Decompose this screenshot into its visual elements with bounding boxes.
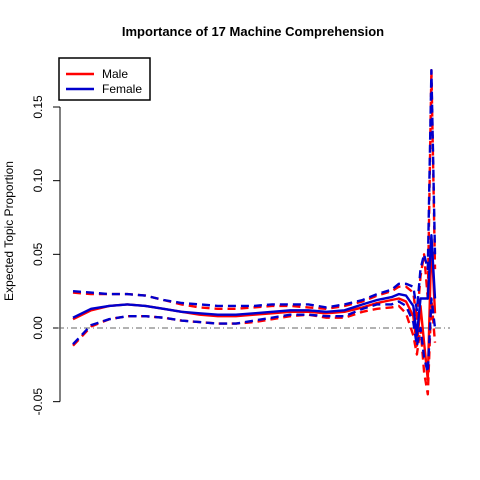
series-female-lower-ci [72, 297, 437, 374]
y-axis: -0.05 0.00 0.05 0.10 0.15 [31, 95, 61, 416]
y-tick-label: 0.15 [31, 95, 45, 119]
y-tick-label: 0.10 [31, 169, 45, 193]
series-male-line [72, 238, 437, 381]
y-axis-label: Expected Topic Proportion [2, 161, 16, 301]
legend-label-female: Female [102, 82, 142, 96]
y-tick-label: 0.00 [31, 316, 45, 340]
legend-label-male: Male [102, 67, 128, 81]
chart-title: Importance of 17 Machine Comprehension [122, 24, 384, 39]
series-female [72, 69, 437, 374]
series-layer [72, 69, 437, 396]
series-female-line [72, 234, 437, 337]
legend-box [58, 57, 151, 101]
series-male [72, 69, 437, 396]
y-tick-label: -0.05 [31, 388, 45, 416]
series-female-upper-ci [72, 69, 437, 312]
y-tick-label: 0.05 [31, 242, 45, 266]
series-male-upper-ci [72, 69, 437, 322]
